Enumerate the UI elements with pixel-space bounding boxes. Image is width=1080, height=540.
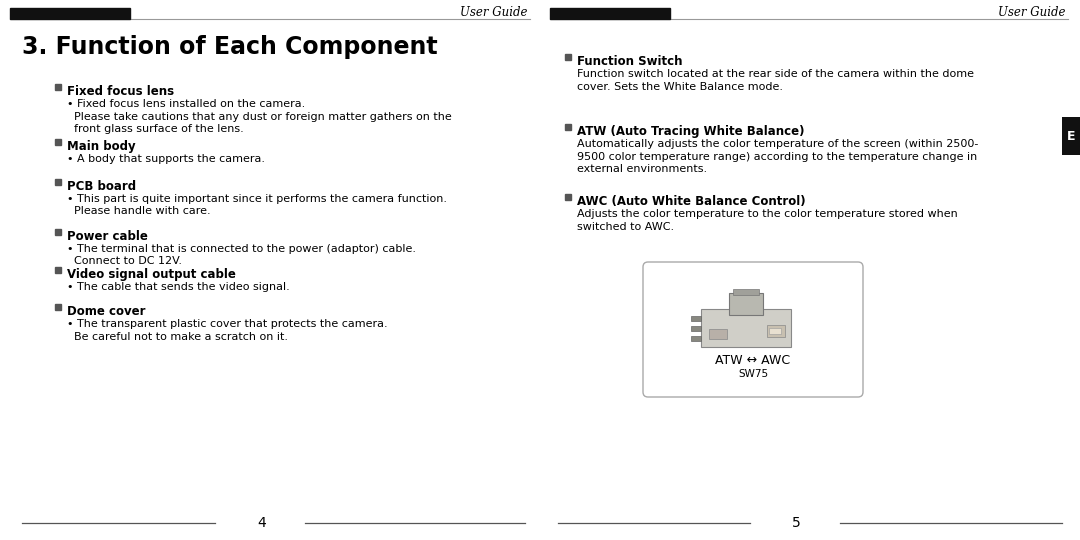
Bar (55, 229, 60, 235)
Text: Please handle with care.: Please handle with care. (67, 206, 211, 217)
Text: Function switch located at the rear side of the camera within the dome: Function switch located at the rear side… (577, 69, 974, 79)
Text: Connect to DC 12V.: Connect to DC 12V. (67, 256, 183, 267)
Text: front glass surface of the lens.: front glass surface of the lens. (67, 124, 244, 134)
Text: Adjusts the color temperature to the color temperature stored when: Adjusts the color temperature to the col… (577, 209, 958, 219)
Bar (55, 139, 60, 145)
FancyBboxPatch shape (643, 262, 863, 397)
Bar (767, 325, 785, 337)
Bar (55, 267, 60, 273)
Bar (565, 54, 571, 60)
Bar (691, 336, 701, 341)
Bar (565, 124, 571, 130)
Bar (708, 329, 727, 339)
Bar (55, 304, 60, 310)
Bar (769, 328, 781, 334)
Bar (701, 309, 791, 347)
Text: 5: 5 (792, 516, 800, 530)
Bar (10, 8, 130, 19)
Text: E: E (1067, 130, 1076, 143)
Text: Dome cover: Dome cover (67, 305, 146, 318)
Text: • This part is quite important since it performs the camera function.: • This part is quite important since it … (67, 194, 447, 204)
Text: • The transparent plastic cover that protects the camera.: • The transparent plastic cover that pro… (67, 319, 388, 329)
Text: Please take cautions that any dust or foreign matter gathers on the: Please take cautions that any dust or fo… (67, 111, 451, 122)
Bar (691, 316, 701, 321)
Bar (729, 293, 762, 315)
Text: User Guide: User Guide (999, 6, 1066, 19)
Text: external environments.: external environments. (577, 164, 707, 174)
Text: Automatically adjusts the color temperature of the screen (within 2500-: Automatically adjusts the color temperat… (577, 139, 978, 149)
Text: AWC (Auto White Balance Control): AWC (Auto White Balance Control) (577, 195, 806, 208)
Text: ATW (Auto Tracing White Balance): ATW (Auto Tracing White Balance) (577, 125, 805, 138)
Text: Video signal output cable: Video signal output cable (67, 268, 235, 281)
Bar (733, 289, 759, 295)
Text: • Fixed focus lens installed on the camera.: • Fixed focus lens installed on the came… (67, 99, 306, 109)
Bar (550, 8, 670, 19)
Text: 3. Function of Each Component: 3. Function of Each Component (22, 35, 437, 59)
Text: • A body that supports the camera.: • A body that supports the camera. (67, 154, 265, 164)
Text: 4: 4 (258, 516, 267, 530)
Text: cover. Sets the White Balance mode.: cover. Sets the White Balance mode. (577, 82, 783, 91)
Bar (565, 194, 571, 200)
Text: Fixed focus lens: Fixed focus lens (67, 85, 174, 98)
Bar (55, 179, 60, 185)
Text: • The terminal that is connected to the power (adaptor) cable.: • The terminal that is connected to the … (67, 244, 416, 254)
Text: Function Switch: Function Switch (577, 55, 683, 68)
Bar (691, 326, 701, 331)
Text: User Guide: User Guide (460, 6, 528, 19)
Text: Be careful not to make a scratch on it.: Be careful not to make a scratch on it. (67, 332, 288, 341)
Bar (55, 84, 60, 90)
Text: SW75: SW75 (738, 369, 768, 379)
Bar (1062, 117, 1080, 155)
Text: 9500 color temperature range) according to the temperature change in: 9500 color temperature range) according … (577, 152, 977, 161)
Text: PCB board: PCB board (67, 180, 136, 193)
Text: Main body: Main body (67, 140, 136, 153)
Text: ATW ↔ AWC: ATW ↔ AWC (715, 354, 791, 367)
Text: switched to AWC.: switched to AWC. (577, 221, 674, 232)
Text: Power cable: Power cable (67, 230, 148, 243)
Text: • The cable that sends the video signal.: • The cable that sends the video signal. (67, 282, 289, 292)
